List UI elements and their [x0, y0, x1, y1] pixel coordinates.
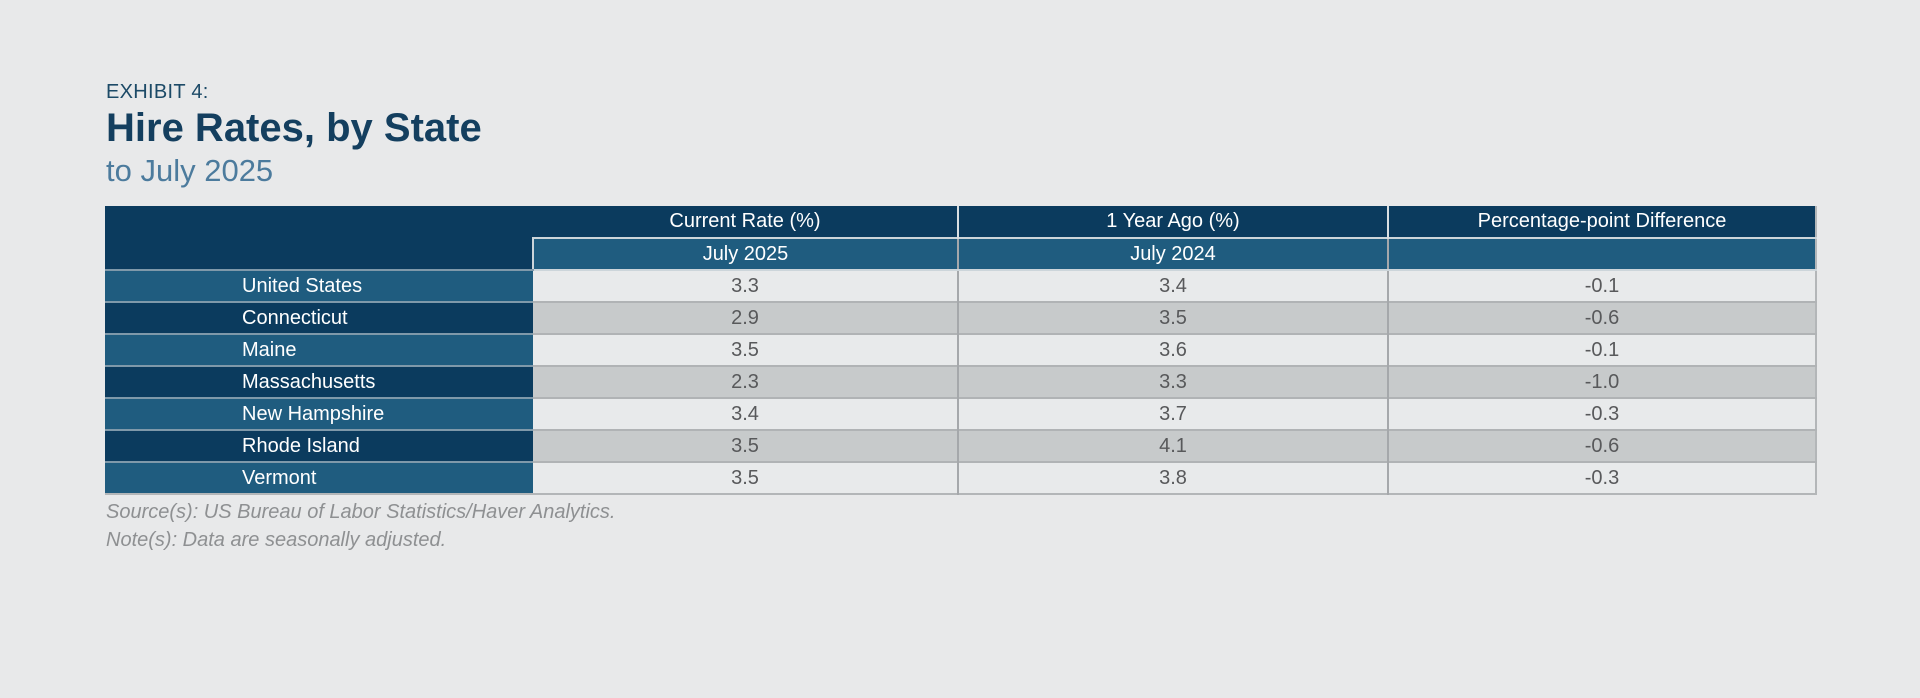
- row-label: New Hampshire: [105, 397, 533, 430]
- cell-year-ago: 3.5: [957, 301, 1388, 334]
- cell-year-ago: 3.6: [957, 333, 1388, 366]
- row-label: Vermont: [105, 461, 533, 494]
- subheader-july-2024: July 2024: [957, 237, 1388, 271]
- source-note: Source(s): US Bureau of Labor Statistics…: [106, 501, 616, 523]
- cell-current-rate: 3.5: [533, 429, 958, 462]
- col-header-year-ago: 1 Year Ago (%): [957, 206, 1388, 238]
- table-row-maine: Maine 3.5 3.6 -0.1: [105, 333, 1816, 366]
- row-label: Maine: [105, 333, 533, 366]
- table-row-rhode-island: Rhode Island 3.5 4.1 -0.6: [105, 429, 1816, 462]
- cell-difference: -0.6: [1387, 429, 1816, 462]
- cell-current-rate: 3.5: [533, 333, 958, 366]
- table-subheader-row: July 2025 July 2024: [105, 237, 1816, 271]
- table-row-connecticut: Connecticut 2.9 3.5 -0.6: [105, 301, 1816, 334]
- hire-rates-table: Current Rate (%) 1 Year Ago (%) Percenta…: [105, 206, 1817, 495]
- cell-difference: -0.6: [1387, 301, 1816, 334]
- row-label: Massachusetts: [105, 365, 533, 398]
- row-label: Connecticut: [105, 301, 533, 334]
- corner-header-cell: [105, 206, 533, 271]
- cell-difference: -0.3: [1387, 461, 1816, 494]
- table-row-united-states: United States 3.3 3.4 -0.1: [105, 270, 1816, 302]
- cell-difference: -1.0: [1387, 365, 1816, 398]
- subheader-july-2025: July 2025: [532, 237, 958, 271]
- cell-year-ago: 4.1: [957, 429, 1388, 462]
- cell-current-rate: 2.9: [533, 301, 958, 334]
- hire-rates-table-container: Current Rate (%) 1 Year Ago (%) Percenta…: [105, 206, 1817, 495]
- row-label: United States: [105, 270, 533, 302]
- page-title: Hire Rates, by State: [106, 106, 482, 150]
- cell-difference: -0.3: [1387, 397, 1816, 430]
- table-header-row: Current Rate (%) 1 Year Ago (%) Percenta…: [105, 206, 1816, 271]
- exhibit-label: EXHIBIT 4:: [106, 81, 209, 103]
- table-row-massachusetts: Massachusetts 2.3 3.3 -1.0: [105, 365, 1816, 398]
- table-row-vermont: Vermont 3.5 3.8 -0.3: [105, 461, 1816, 494]
- footnotes: Source(s): US Bureau of Labor Statistics…: [106, 498, 615, 554]
- cell-current-rate: 3.3: [533, 270, 958, 302]
- cell-difference: -0.1: [1387, 333, 1816, 366]
- cell-difference: -0.1: [1387, 270, 1816, 302]
- cell-year-ago: 3.4: [957, 270, 1388, 302]
- title-block: EXHIBIT 4: Hire Rates, by State to July …: [106, 80, 482, 189]
- cell-year-ago: 3.8: [957, 461, 1388, 494]
- cell-year-ago: 3.7: [957, 397, 1388, 430]
- data-note: Note(s): Data are seasonally adjusted.: [106, 529, 447, 551]
- cell-current-rate: 3.5: [533, 461, 958, 494]
- table-row-new-hampshire: New Hampshire 3.4 3.7 -0.3: [105, 397, 1816, 430]
- cell-year-ago: 3.3: [957, 365, 1388, 398]
- col-header-difference: Percentage-point Difference: [1387, 206, 1816, 238]
- cell-current-rate: 3.4: [533, 397, 958, 430]
- col-header-current-rate: Current Rate (%): [533, 206, 958, 238]
- subheader-difference-empty: [1387, 237, 1816, 271]
- page-subtitle: to July 2025: [106, 153, 274, 188]
- cell-current-rate: 2.3: [533, 365, 958, 398]
- row-label: Rhode Island: [105, 429, 533, 462]
